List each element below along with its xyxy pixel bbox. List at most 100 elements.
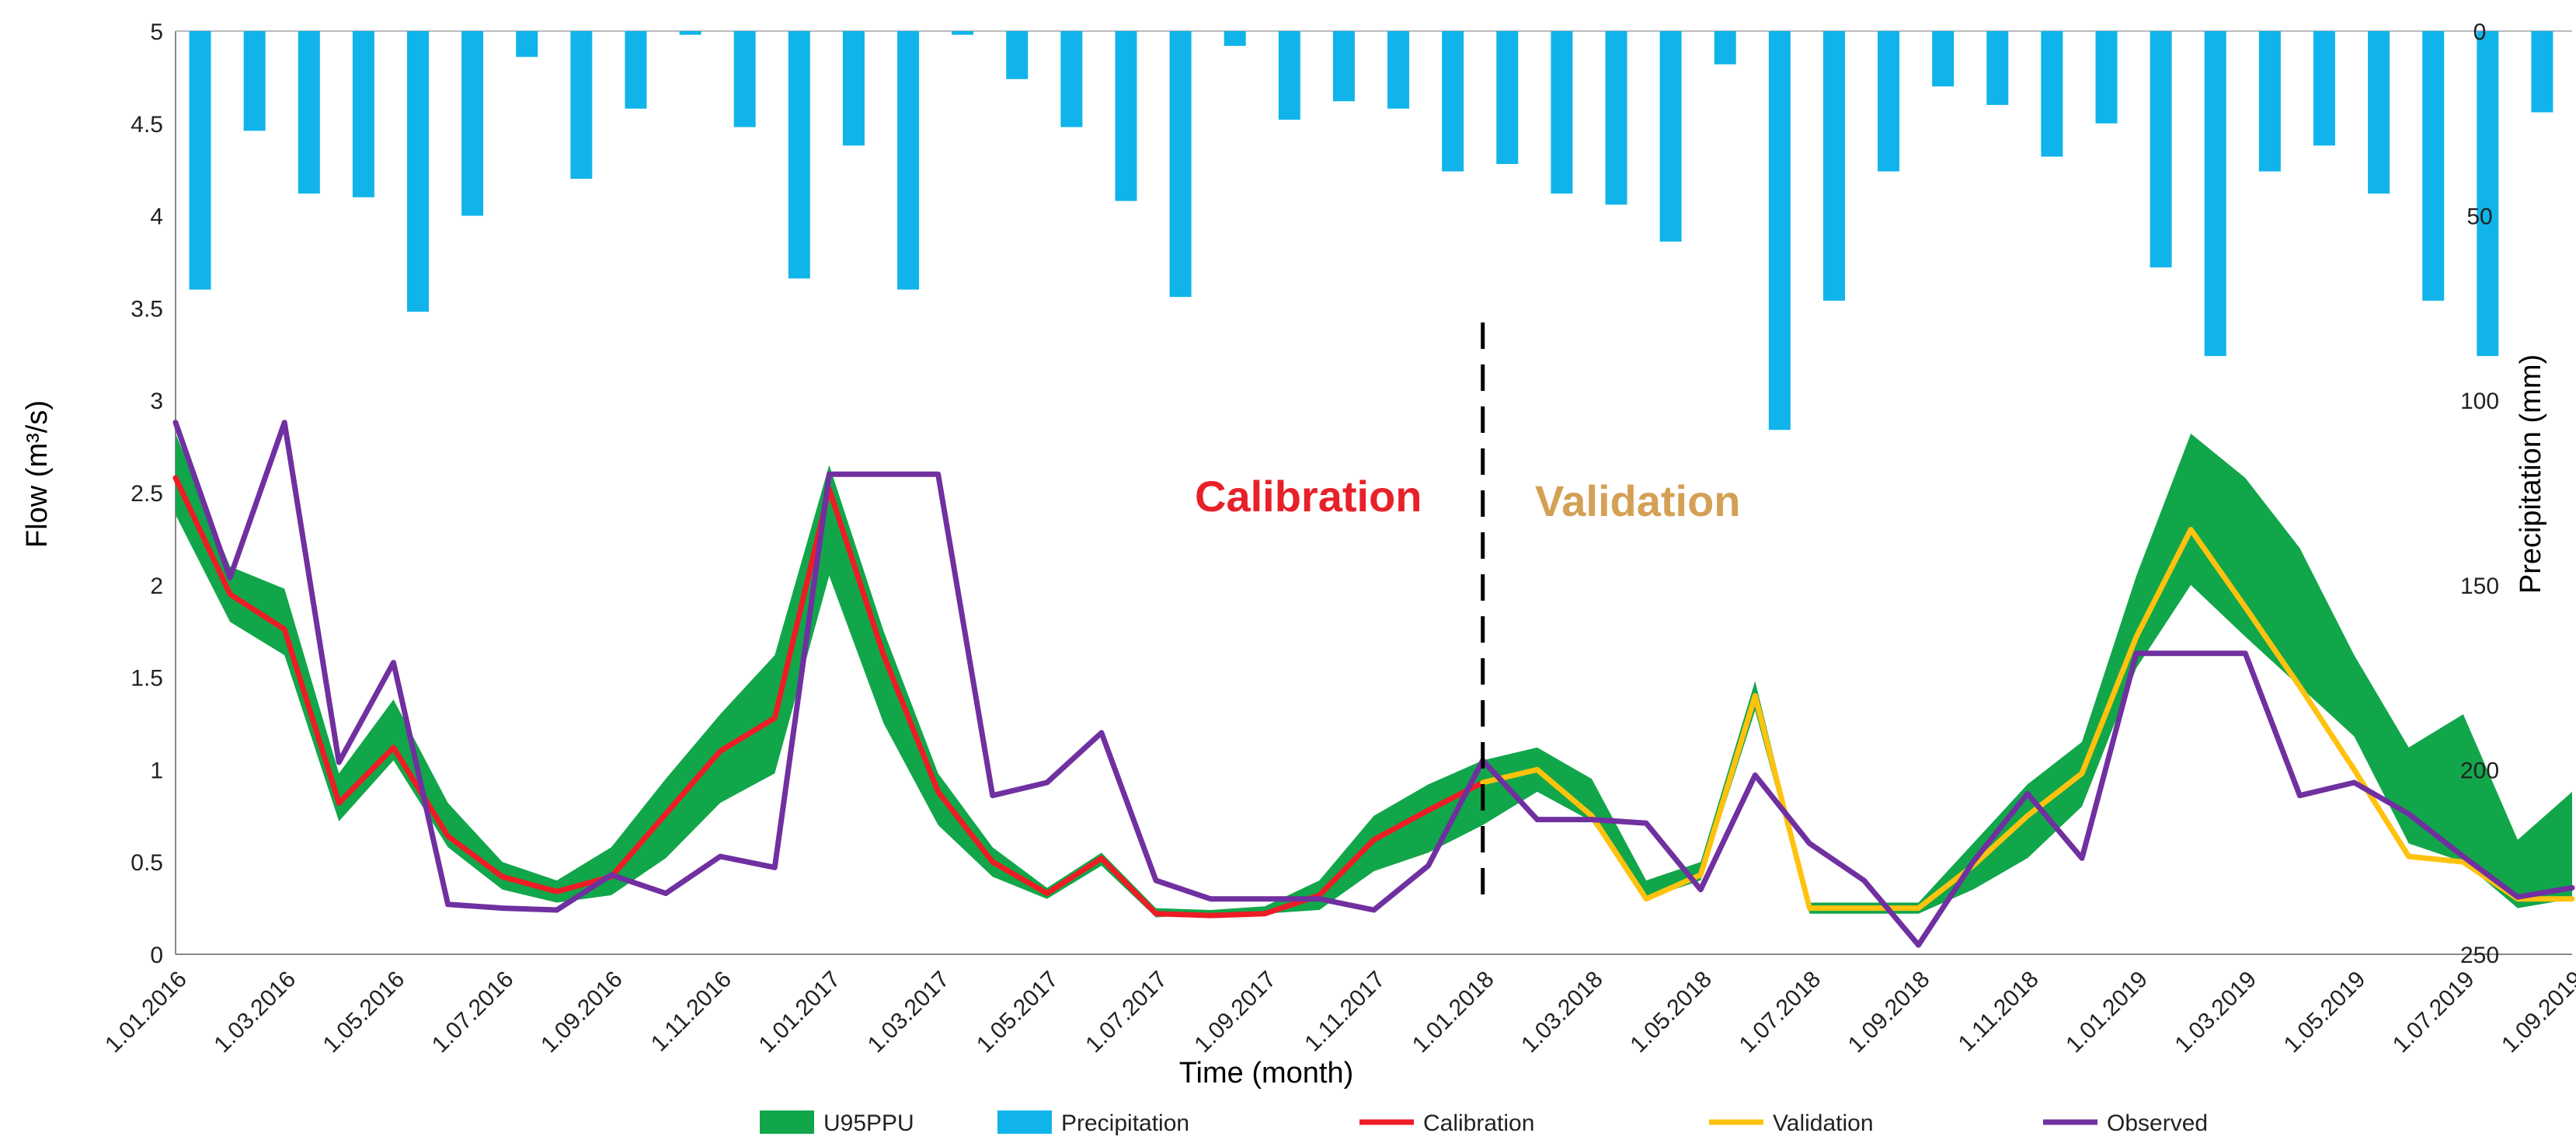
- precipitation-bars: [189, 31, 2553, 431]
- x-tick-label: 1.11.2017: [1300, 967, 1390, 1057]
- y-tick-label: 1.5: [131, 666, 163, 692]
- precipitation-bar: [897, 31, 920, 290]
- x-axis-title: Time (month): [1179, 1057, 1354, 1089]
- precipitation-bar: [1822, 31, 1845, 301]
- precipitation-bar: [189, 31, 211, 290]
- validation-period-label: Validation: [1535, 476, 1741, 525]
- y2-tick-label: 150: [2460, 574, 2499, 599]
- x-tick-label: 1.03.2017: [863, 967, 955, 1058]
- precipitation-bar: [2150, 31, 2172, 268]
- x-tick-label: 1.07.2018: [1735, 967, 1826, 1058]
- legend-label-precipitation: Precipitation: [1061, 1110, 1189, 1136]
- precipitation-bar: [1442, 31, 1464, 172]
- precipitation-bar: [2204, 31, 2226, 357]
- precipitation-bar: [952, 31, 974, 35]
- x-tick-label: 1.09.2019: [2497, 967, 2576, 1058]
- precipitation-bar: [1169, 31, 1192, 298]
- precipitation-bar: [1115, 31, 1137, 201]
- precipitation-bar: [1224, 31, 1246, 47]
- x-tick-label: 1.01.2018: [1408, 967, 1499, 1058]
- observed-line: [172, 420, 2575, 948]
- precipitation-bar: [842, 31, 865, 146]
- precipitation-bar: [2313, 31, 2335, 146]
- x-tick-label: 1.07.2016: [427, 967, 519, 1058]
- precipitation-bar: [2422, 31, 2445, 301]
- y-tick-label: 3: [150, 389, 163, 414]
- x-tick-label: 1.09.2017: [1189, 967, 1281, 1058]
- precipitation-bar: [407, 31, 430, 312]
- y-axis-title: Flow (m³/s): [21, 400, 54, 548]
- x-tick-label: 1.07.2017: [1081, 967, 1172, 1058]
- precipitation-bar: [1659, 31, 1682, 242]
- precipitation-bar: [1278, 31, 1300, 120]
- x-tick-label: 1.05.2016: [319, 967, 410, 1058]
- precipitation-bar: [733, 31, 756, 127]
- precipitation-bar: [788, 31, 810, 279]
- x-tick-label: 1.05.2019: [2279, 967, 2371, 1058]
- precipitation-bar: [1060, 31, 1083, 127]
- precipitation-bar: [1932, 31, 1955, 87]
- precipitation-bar: [625, 31, 647, 109]
- y2-tick-label: 200: [2460, 758, 2499, 783]
- y2-tick-label: 100: [2460, 389, 2499, 414]
- precipitation-bar: [1387, 31, 1410, 109]
- x-tick-label: 1.03.2019: [2170, 967, 2261, 1058]
- y-tick-label: 0: [150, 943, 163, 968]
- precipitation-bar: [1006, 31, 1029, 79]
- x-tick-label: 1.11.2018: [1954, 967, 2044, 1057]
- y-tick-label: 3.5: [131, 296, 163, 322]
- precipitation-bar: [1986, 31, 2009, 106]
- precipitation-bar: [1332, 31, 1355, 102]
- precipitation-bar: [1714, 31, 1736, 64]
- x-tick-label: 1.09.2016: [536, 967, 628, 1058]
- x-tick-label: 1.03.2016: [209, 967, 301, 1058]
- y-tick-label: 2.5: [131, 481, 163, 507]
- legend-swatch-precipitation: [997, 1110, 1052, 1134]
- legend-label-calibration: Calibration: [1423, 1110, 1534, 1136]
- precipitation-bar: [352, 31, 374, 197]
- precipitation-bar: [2368, 31, 2390, 194]
- x-tick-label: 1.01.2016: [100, 967, 192, 1058]
- y2-axis-title: Precipitation (mm): [2515, 354, 2547, 594]
- x-tick-label: 1.01.2019: [2061, 967, 2153, 1058]
- precipitation-bar: [1551, 31, 1573, 194]
- validation-line: [1480, 527, 2575, 912]
- legend: U95PPU Precipitation Calibration Validation…: [760, 1110, 2208, 1136]
- precipitation-bar: [2477, 31, 2499, 357]
- precipitation-bar: [516, 31, 538, 58]
- y-tick-label: 4.5: [131, 112, 163, 138]
- series-lines: [172, 420, 2575, 948]
- x-tick-label: 1.09.2018: [1843, 967, 1935, 1058]
- precipitation-bar: [243, 31, 266, 131]
- precipitation-bar: [2095, 31, 2118, 124]
- legend-swatch-band: [760, 1110, 814, 1134]
- precipitation-bar: [1878, 31, 1900, 172]
- y-tick-label: 0.5: [131, 850, 163, 876]
- y-tick-label: 2: [150, 574, 163, 599]
- calibration-period-label: Calibration: [1195, 472, 1422, 521]
- x-tick-label: 1.01.2017: [754, 967, 846, 1058]
- legend-label-validation: Validation: [1773, 1110, 1874, 1136]
- precipitation-bar: [2041, 31, 2063, 157]
- u95ppu-band: [176, 434, 2572, 918]
- y-tick-label: 1: [150, 758, 163, 783]
- x-tick-label: 1.03.2018: [1516, 967, 1608, 1058]
- precipitation-bar: [2531, 31, 2553, 113]
- legend-label-observed: Observed: [2107, 1110, 2208, 1136]
- precipitation-bar: [2258, 31, 2281, 172]
- precipitation-bar: [1768, 31, 1791, 431]
- y2-tick-label: 50: [2466, 204, 2492, 230]
- y2-tick-label: 0: [2473, 19, 2487, 45]
- x-tick-label: 1.05.2017: [972, 967, 1063, 1058]
- precipitation-bar: [298, 31, 320, 194]
- x-tick-label: 1.11.2016: [646, 967, 736, 1057]
- precipitation-bar: [570, 31, 593, 180]
- u95ppu-area: [176, 434, 2572, 918]
- precipitation-bar: [1605, 31, 1627, 205]
- precipitation-bar: [1496, 31, 1519, 165]
- y-tick-label: 4: [150, 204, 163, 230]
- y-tick-label: 5: [150, 19, 163, 45]
- legend-label-band: U95PPU: [823, 1110, 914, 1136]
- precipitation-bar: [461, 31, 484, 216]
